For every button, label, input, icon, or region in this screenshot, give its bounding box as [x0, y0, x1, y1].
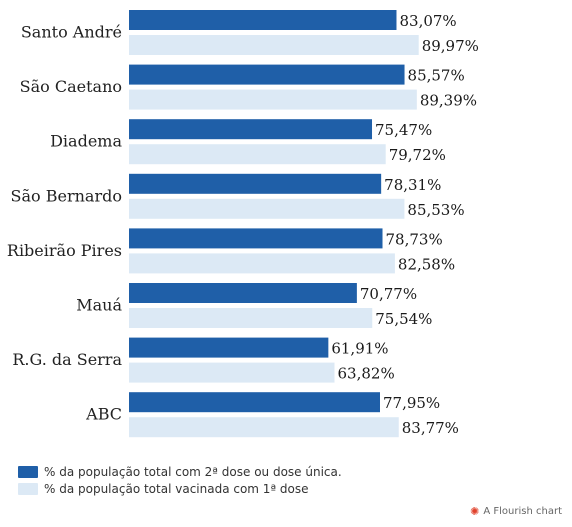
- category-label-abc: ABC: [85, 405, 122, 424]
- bar-ribeirao-pires-second-dose[interactable]: [129, 228, 383, 249]
- value-label-maua-first-dose: 75,54%: [375, 310, 432, 328]
- category-label-sao-bernardo: São Bernardo: [11, 186, 122, 205]
- value-label-diadema-second-dose: 75,47%: [375, 121, 432, 139]
- bar-sao-bernardo-second-dose[interactable]: [129, 173, 382, 194]
- bar-r-g-da-serra-first-dose[interactable]: [129, 362, 335, 383]
- legend-swatch-first-dose: [18, 482, 38, 495]
- category-label-maua: Mauá: [76, 296, 122, 315]
- flourish-credit[interactable]: ✺ A Flourish chart: [470, 505, 562, 518]
- flourish-logo-icon: ✺: [470, 505, 480, 518]
- value-label-sao-caetano-first-dose: 89,39%: [420, 92, 477, 110]
- bar-abc-first-dose[interactable]: [129, 417, 399, 438]
- bar-r-g-da-serra-second-dose[interactable]: [129, 337, 329, 358]
- category-label-r-g-da-serra: R.G. da Serra: [12, 350, 122, 369]
- value-label-r-g-da-serra-first-dose: 63,82%: [338, 365, 395, 383]
- value-label-santo-andre-first-dose: 89,97%: [422, 37, 479, 55]
- value-label-abc-first-dose: 83,77%: [402, 419, 459, 437]
- legend-swatch-second-dose: [18, 465, 38, 478]
- legend: % da população total com 2ª dose ou dose…: [18, 463, 342, 497]
- value-label-maua-second-dose: 70,77%: [360, 285, 417, 303]
- bar-maua-second-dose[interactable]: [129, 283, 357, 303]
- value-label-sao-bernardo-second-dose: 78,31%: [384, 176, 441, 194]
- bar-diadema-second-dose[interactable]: [129, 119, 373, 140]
- value-label-sao-bernardo-first-dose: 85,53%: [407, 201, 464, 219]
- category-label-diadema: Diadema: [50, 132, 122, 151]
- bar-sao-caetano-first-dose[interactable]: [129, 89, 417, 110]
- legend-item-first-dose[interactable]: % da população total vacinada com 1ª dos…: [18, 480, 342, 497]
- category-label-santo-andre: Santo André: [21, 23, 122, 42]
- flourish-credit-text: A Flourish chart: [483, 506, 562, 517]
- legend-item-second-dose[interactable]: % da população total com 2ª dose ou dose…: [18, 463, 342, 480]
- bar-abc-second-dose[interactable]: [129, 392, 380, 413]
- bar-ribeirao-pires-first-dose[interactable]: [129, 253, 395, 274]
- bar-sao-bernardo-first-dose[interactable]: [129, 198, 405, 219]
- legend-label-second-dose: % da população total com 2ª dose ou dose…: [44, 464, 342, 479]
- bar-diadema-first-dose[interactable]: [129, 144, 386, 165]
- bar-sao-caetano-second-dose[interactable]: [129, 64, 405, 85]
- category-label-ribeirao-pires: Ribeirão Pires: [7, 241, 122, 260]
- legend-label-first-dose: % da população total vacinada com 1ª dos…: [44, 481, 309, 496]
- bar-maua-first-dose[interactable]: [129, 308, 373, 328]
- category-label-sao-caetano: São Caetano: [20, 77, 122, 96]
- value-label-r-g-da-serra-second-dose: 61,91%: [331, 340, 388, 358]
- bar-santo-andre-second-dose[interactable]: [129, 10, 397, 30]
- value-label-sao-caetano-second-dose: 85,57%: [408, 67, 465, 85]
- value-label-abc-second-dose: 77,95%: [383, 394, 440, 412]
- bar-santo-andre-first-dose[interactable]: [129, 35, 419, 55]
- value-label-ribeirao-pires-first-dose: 82,58%: [398, 255, 455, 273]
- value-label-santo-andre-second-dose: 83,07%: [399, 12, 456, 30]
- bar-chart: Santo André 83,07% 89,97% São Caetano 85,57%…: [7, 10, 479, 438]
- value-label-diadema-first-dose: 79,72%: [389, 146, 446, 164]
- value-label-ribeirao-pires-second-dose: 78,73%: [386, 230, 443, 248]
